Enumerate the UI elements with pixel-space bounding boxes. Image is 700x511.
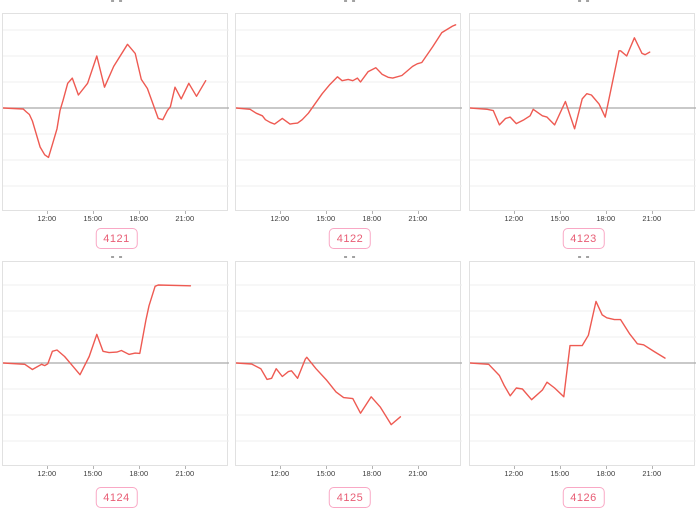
x-tick-label: 18:00	[596, 469, 616, 478]
line-chart	[236, 24, 462, 187]
chart-cell-4121: 12:00 15:00 18:00 21:00 4121	[0, 0, 233, 255]
x-tick-label: 21:00	[408, 469, 428, 478]
x-axis: 12:00 15:00 18:00 21:00	[235, 466, 461, 480]
axis-tick-mark	[92, 466, 94, 469]
chart-cell-4123: 12:00 15:00 18:00 21:00 4123	[467, 0, 700, 255]
x-tick-label: 18:00	[129, 214, 149, 223]
line-chart	[3, 29, 229, 187]
clipped-chart-title	[344, 256, 356, 259]
chart-panel	[235, 13, 462, 211]
x-tick-label: 12:00	[270, 469, 290, 478]
clipped-chart-title	[577, 256, 589, 259]
x-tick-label: 18:00	[596, 214, 616, 223]
clipped-chart-title	[110, 0, 122, 3]
x-tick-label: 18:00	[362, 469, 382, 478]
x-tick-label: 18:00	[362, 214, 382, 223]
chart-panel	[469, 13, 696, 211]
x-tick-label: 12:00	[37, 214, 57, 223]
axis-tick-mark	[46, 211, 48, 214]
x-tick-label: 21:00	[175, 469, 195, 478]
axis-tick-mark	[417, 466, 419, 469]
axis-tick-mark	[371, 466, 373, 469]
x-tick-label: 18:00	[129, 469, 149, 478]
x-axis: 12:00 15:00 18:00 21:00	[469, 211, 695, 225]
axis-tick-mark	[559, 211, 561, 214]
axis-tick-mark	[46, 466, 48, 469]
line-chart	[3, 284, 229, 442]
axis-tick-mark	[184, 211, 186, 214]
chart-panel	[2, 13, 229, 211]
x-tick-label: 15:00	[316, 214, 336, 223]
x-tick-label: 15:00	[550, 214, 570, 223]
x-axis: 12:00 15:00 18:00 21:00	[469, 466, 695, 480]
chart-id-badge[interactable]: 4121	[95, 228, 138, 250]
axis-tick-mark	[605, 466, 607, 469]
axis-tick-mark	[325, 466, 327, 469]
x-tick-label: 12:00	[270, 214, 290, 223]
chart-cell-4124: 12:00 15:00 18:00 21:00 4124	[0, 255, 233, 511]
x-axis: 12:00 15:00 18:00 21:00	[235, 211, 461, 225]
chart-panel	[469, 261, 696, 466]
x-tick-label: 21:00	[175, 214, 195, 223]
clipped-chart-title	[577, 0, 589, 3]
x-tick-label: 21:00	[408, 214, 428, 223]
x-tick-label: 15:00	[550, 469, 570, 478]
axis-tick-mark	[651, 466, 653, 469]
axis-tick-mark	[138, 466, 140, 469]
axis-tick-mark	[371, 211, 373, 214]
chart-panel	[2, 261, 229, 466]
chart-cell-4126: 12:00 15:00 18:00 21:00 4126	[467, 255, 700, 511]
clipped-chart-title	[344, 0, 356, 3]
x-tick-label: 12:00	[37, 469, 57, 478]
axis-tick-mark	[651, 211, 653, 214]
chart-id-badge[interactable]: 4126	[562, 487, 605, 509]
chart-id-badge[interactable]: 4123	[562, 228, 605, 250]
x-tick-label: 12:00	[504, 469, 524, 478]
axis-tick-mark	[279, 211, 281, 214]
axis-tick-mark	[184, 466, 186, 469]
line-chart	[470, 29, 696, 187]
axis-tick-mark	[605, 211, 607, 214]
x-tick-label: 15:00	[83, 469, 103, 478]
x-tick-label: 15:00	[83, 214, 103, 223]
x-tick-label: 12:00	[504, 214, 524, 223]
chart-cell-4122: 12:00 15:00 18:00 21:00 4122	[233, 0, 467, 255]
x-axis: 12:00 15:00 18:00 21:00	[2, 466, 228, 480]
line-chart	[470, 284, 696, 442]
x-tick-label: 21:00	[642, 214, 662, 223]
axis-tick-mark	[513, 211, 515, 214]
axis-tick-mark	[325, 211, 327, 214]
axis-tick-mark	[559, 466, 561, 469]
axis-tick-mark	[279, 466, 281, 469]
line-chart	[236, 284, 462, 442]
x-axis: 12:00 15:00 18:00 21:00	[2, 211, 228, 225]
axis-tick-mark	[417, 211, 419, 214]
x-tick-label: 21:00	[642, 469, 662, 478]
x-tick-label: 15:00	[316, 469, 336, 478]
chart-id-badge[interactable]: 4124	[95, 487, 138, 509]
chart-cell-4125: 12:00 15:00 18:00 21:00 4125	[233, 255, 467, 511]
axis-tick-mark	[138, 211, 140, 214]
clipped-chart-title	[110, 256, 122, 259]
chart-panel	[235, 261, 462, 466]
axis-tick-mark	[513, 466, 515, 469]
axis-tick-mark	[92, 211, 94, 214]
chart-id-badge[interactable]: 4125	[328, 487, 372, 509]
chart-id-badge[interactable]: 4122	[328, 228, 372, 250]
